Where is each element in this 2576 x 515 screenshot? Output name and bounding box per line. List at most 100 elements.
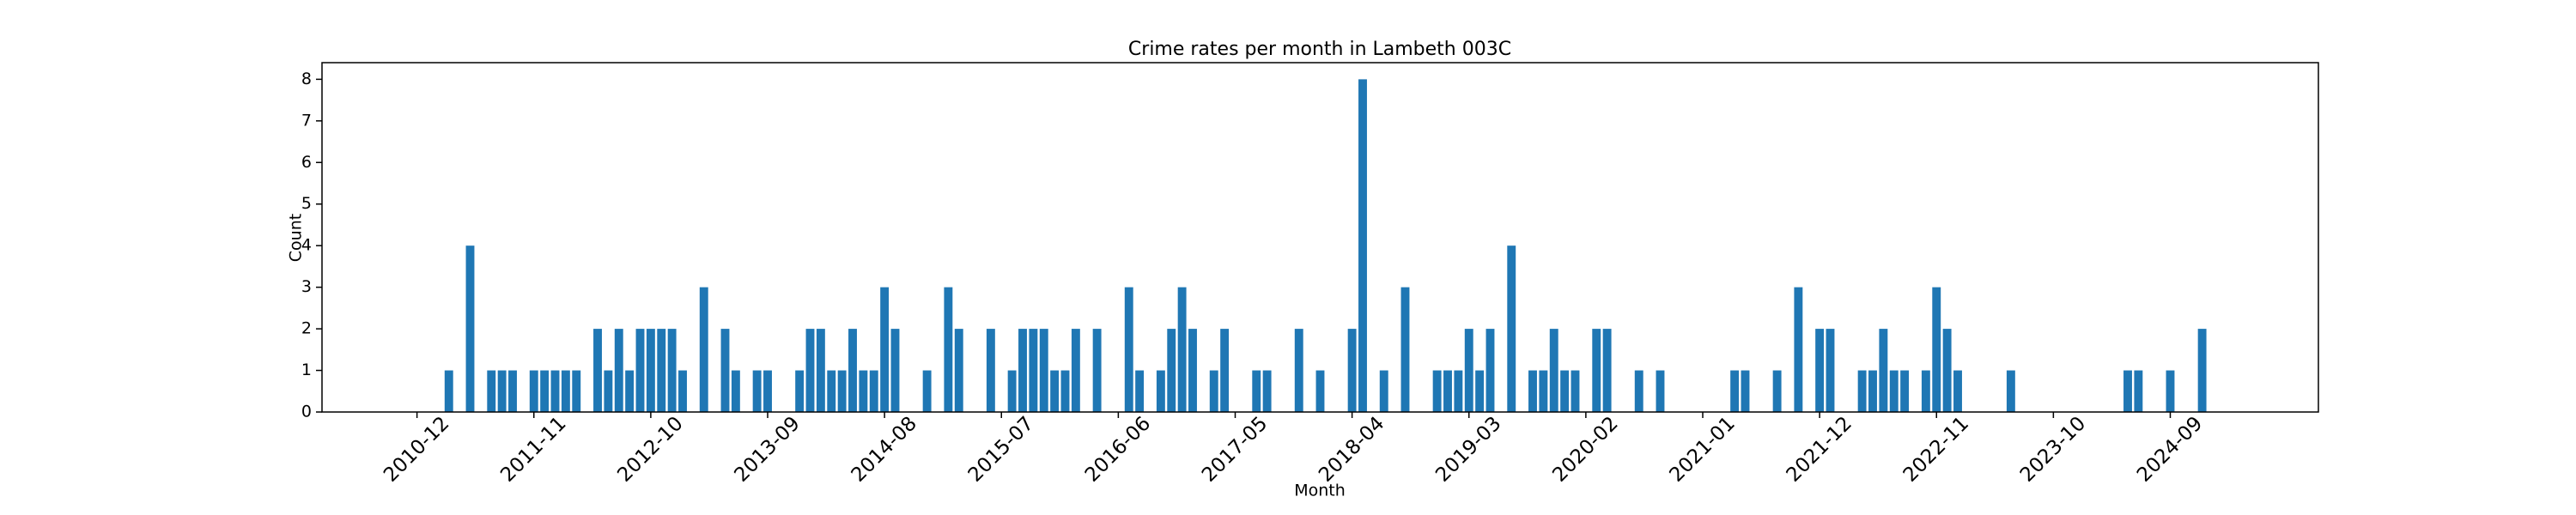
bar: [1379, 370, 1388, 412]
bar: [1826, 329, 1835, 412]
bar: [1358, 79, 1367, 412]
bar: [1868, 370, 1877, 412]
bar: [880, 287, 890, 412]
bar: [540, 370, 550, 412]
bar: [2006, 370, 2015, 412]
bar: [816, 329, 825, 412]
bar: [2166, 370, 2175, 412]
bar: [1135, 370, 1145, 412]
bar: [1432, 370, 1442, 412]
bar: [1592, 329, 1601, 412]
bar: [848, 329, 857, 412]
bar: [1942, 329, 1952, 412]
bar: [497, 370, 507, 412]
bar: [593, 329, 602, 412]
y-tick-label: 2: [301, 319, 312, 338]
bar: [1443, 370, 1452, 412]
bar: [2197, 329, 2207, 412]
bar: [1889, 370, 1899, 412]
bar: [1124, 287, 1133, 412]
bar: [667, 329, 677, 412]
bar: [1454, 370, 1463, 412]
bar: [572, 370, 581, 412]
bar: [1060, 370, 1070, 412]
bar: [720, 329, 730, 412]
bar: [731, 370, 740, 412]
bar: [1815, 329, 1825, 412]
bar: [1475, 370, 1485, 412]
bar: [561, 370, 570, 412]
bar: [869, 370, 878, 412]
bar: [890, 329, 900, 412]
bar: [1347, 329, 1357, 412]
bar: [1071, 329, 1080, 412]
y-tick-label: 8: [301, 70, 312, 88]
bar: [922, 370, 932, 412]
bar: [1741, 370, 1750, 412]
bar: [1539, 370, 1548, 412]
bar: [1039, 329, 1048, 412]
bar: [1879, 329, 1888, 412]
bar: [699, 287, 708, 412]
bar: [837, 370, 847, 412]
bar: [1252, 370, 1261, 412]
bar: [1507, 245, 1516, 412]
bar: [1857, 370, 1867, 412]
bar: [444, 370, 453, 412]
y-tick-label: 4: [301, 236, 312, 255]
bar: [635, 329, 645, 412]
bar: [1400, 287, 1410, 412]
bar: [604, 370, 613, 412]
bar: [1730, 370, 1740, 412]
bar: [795, 370, 805, 412]
bar: [986, 329, 995, 412]
plot-frame: [321, 62, 2319, 413]
bar: [944, 287, 953, 412]
bar: [550, 370, 560, 412]
bar: [678, 370, 687, 412]
bar: [487, 370, 496, 412]
bar: [1634, 370, 1643, 412]
bar: [1656, 370, 1665, 412]
bar: [1953, 370, 1962, 412]
bar: [1294, 329, 1303, 412]
y-tick-label: 0: [301, 403, 312, 421]
bar: [529, 370, 538, 412]
bar: [1464, 329, 1473, 412]
bar: [763, 370, 772, 412]
bar: [1900, 370, 1910, 412]
bar: [1092, 329, 1102, 412]
bar: [1549, 329, 1558, 412]
y-tick-label: 5: [301, 194, 312, 213]
bar: [1560, 370, 1570, 412]
bar: [1177, 287, 1187, 412]
y-tick-label: 1: [301, 360, 312, 379]
bar: [2123, 370, 2132, 412]
bar: [1794, 287, 1803, 412]
bar: [859, 370, 868, 412]
bar: [1167, 329, 1176, 412]
y-tick-label: 3: [301, 277, 312, 296]
bar: [2134, 370, 2143, 412]
bar: [1571, 370, 1580, 412]
bar: [1602, 329, 1612, 412]
bar: [465, 245, 475, 412]
bar: [954, 329, 963, 412]
bar: [1156, 370, 1165, 412]
x-axis-label: Month: [1294, 482, 1346, 500]
bar: [1932, 287, 1941, 412]
bar: [625, 370, 635, 412]
y-axis-label: Count: [287, 214, 306, 262]
bar: [1188, 329, 1197, 412]
bar: [752, 370, 762, 412]
bar: [1772, 370, 1782, 412]
bar: [646, 329, 655, 412]
bar: [657, 329, 666, 412]
bar: [614, 329, 623, 412]
bar: [1315, 370, 1325, 412]
bar: [1485, 329, 1495, 412]
bar: [1528, 370, 1537, 412]
bar: [1220, 329, 1230, 412]
